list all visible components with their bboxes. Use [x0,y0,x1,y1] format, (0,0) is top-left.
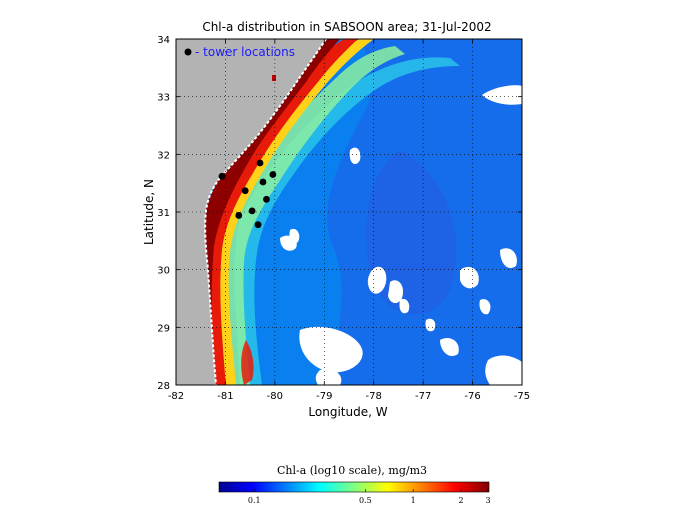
x-tick-label: -76 [464,391,480,402]
y-tick-label: 30 [157,266,170,277]
colorbar-ticks: 0.1 0.5 1 2 3 [248,489,491,505]
tower-marker [269,171,277,178]
x-tick-label: -77 [415,391,431,402]
coastal-plume-south [241,340,254,385]
tower-marker [218,172,226,180]
y-tick-label: 34 [157,35,170,46]
y-tick-label: 33 [157,93,170,104]
x-tick-label: -75 [514,391,530,402]
tower-marker [254,221,262,229]
axis-ticks: -82 -81 -80 -79 -78 -77 -76 -75 28 29 30 31 32 33 34 [157,35,530,402]
tower-markers [218,159,277,229]
shelf-green-band [220,46,405,385]
cloud-patches [280,85,522,385]
grid-lines [176,39,522,385]
colorbar-tick-label: 0.1 [248,496,261,505]
colorbar-tick-label: 2 [458,496,463,505]
colorbar: Chl-a (log10 scale), mg/m3 0.1 0.5 1 2 3 [218,464,491,505]
tower-marker [248,207,256,215]
land-mass [176,39,326,385]
x-tick-label: -78 [366,391,382,402]
tower-marker [241,187,249,195]
y-tick-label: 31 [157,208,170,219]
colorbar-tick-label: 3 [485,496,490,505]
colorbar-tick-label: 1 [411,496,416,505]
y-tick-label: 29 [157,323,170,334]
colorbar-title: Chl-a (log10 scale), mg/m3 [277,464,427,477]
legend-label: - tower locations [195,45,295,59]
colorbar-bar [218,481,490,493]
tower-marker [256,159,264,167]
y-axis-label: Latitude, N [142,179,156,245]
x-axis-label: Longitude, W [308,405,387,419]
tower-marker [235,212,243,219]
x-tick-label: -79 [316,391,332,402]
x-tick-label: -80 [267,391,283,402]
tower-marker [259,178,267,186]
map-legend: - tower locations [184,45,295,59]
legend-marker [184,48,192,56]
gulf-stream-band [234,57,460,385]
x-tick-label: -81 [217,391,233,402]
inland-speck [272,75,276,81]
offshore-patch [366,150,457,315]
y-tick-label: 32 [157,150,170,161]
colorbar-tick-label: 0.5 [359,496,372,505]
y-tick-label: 28 [157,381,170,392]
x-tick-label: -82 [168,391,184,402]
map-title: Chl-a distribution in SABSOON area; 31-J… [202,20,491,34]
tower-marker [263,195,270,203]
